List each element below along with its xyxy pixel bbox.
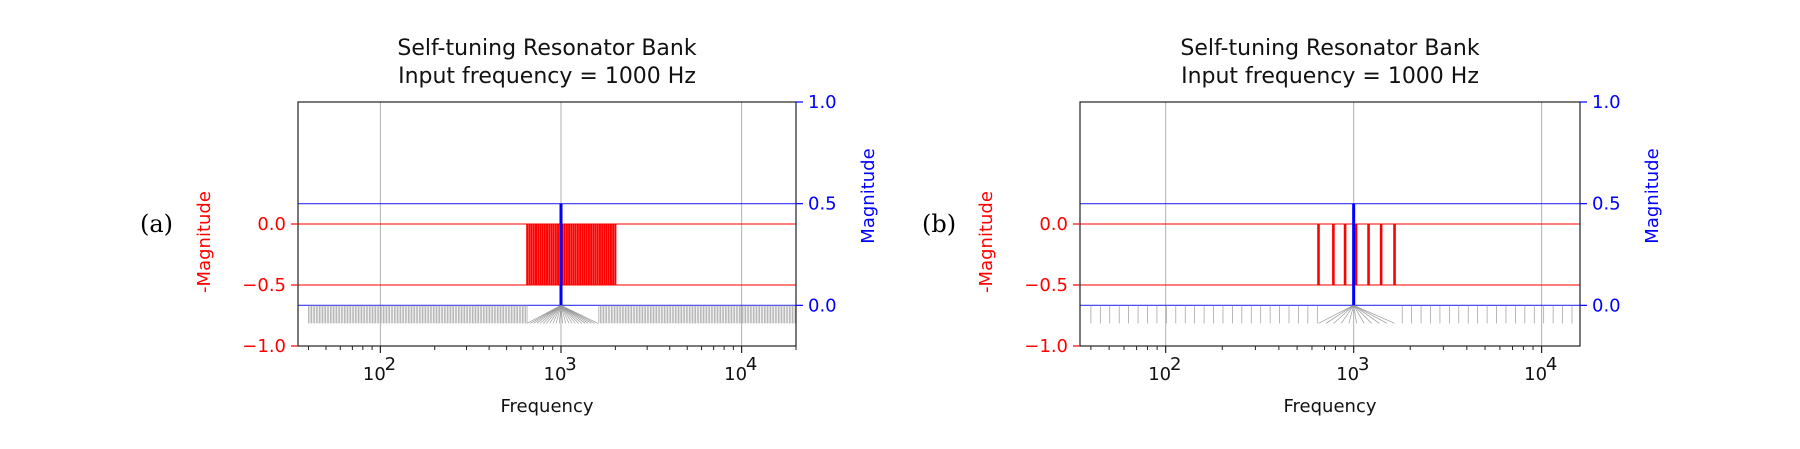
resonator-fan-line — [1353, 305, 1372, 324]
resonator-fan-line — [1353, 305, 1365, 324]
left-tick-label: 0.0 — [257, 214, 286, 235]
resonator-fan-line — [552, 305, 562, 324]
right-tick-label: 0.0 — [1592, 295, 1621, 316]
resonator-fan-line — [549, 305, 562, 324]
left-axis-label: -Magnitude — [194, 191, 215, 293]
x-tick-label: 10 — [1524, 364, 1547, 385]
panel-label: (a) — [140, 210, 173, 238]
x-tick-exponent: 3 — [565, 354, 576, 375]
resonator-fan-line — [539, 305, 562, 324]
right-axis-label: Magnitude — [858, 148, 879, 243]
resonator-fan-line — [1341, 305, 1354, 324]
panel-b: 102 103 1040.0−0.5−1.00.00.51.0Self-tuning… — [922, 36, 1663, 417]
x-tick-exponent: 3 — [1358, 354, 1369, 375]
right-tick-label: 0.5 — [1592, 194, 1621, 215]
resonator-fan-line — [543, 305, 562, 324]
chart-title: Self-tuning Resonator Bank — [397, 36, 696, 61]
resonator-fan-line — [560, 305, 579, 324]
resonator-fan-line — [558, 305, 562, 324]
resonator-fan-line — [560, 305, 576, 324]
right-tick-label: 1.0 — [808, 92, 837, 113]
x-axis-label: Frequency — [1284, 396, 1377, 417]
x-tick-label: 10 — [724, 364, 747, 385]
left-tick-label: −0.5 — [242, 275, 286, 296]
x-tick-label: 10 — [1336, 364, 1359, 385]
left-tick-label: 0.0 — [1039, 214, 1068, 235]
right-tick-label: 0.0 — [808, 295, 837, 316]
resonator-fan-line — [555, 305, 562, 324]
chart-title: Self-tuning Resonator Bank — [1180, 36, 1479, 61]
x-axis-label: Frequency — [501, 396, 594, 417]
resonator-fan-line — [560, 305, 563, 324]
resonator-fan-line — [560, 305, 599, 324]
resonator-fan-line — [560, 305, 570, 324]
chart-subtitle: Input frequency = 1000 Hz — [1181, 64, 1479, 89]
x-tick-exponent: 2 — [1170, 354, 1181, 375]
x-tick-label: 10 — [1148, 364, 1171, 385]
x-tick-exponent: 4 — [746, 354, 757, 375]
resonator-fan-line — [1318, 305, 1354, 324]
left-tick-label: −1.0 — [1024, 336, 1068, 357]
resonator-fan-line — [1353, 305, 1388, 324]
resonator-fan-line — [1353, 305, 1395, 324]
panel-a: 102 103 1040.0−0.5−1.00.00.51.0Self-tuning… — [140, 36, 879, 417]
resonator-fan-line — [546, 305, 562, 324]
chart-subtitle: Input frequency = 1000 Hz — [398, 64, 696, 89]
left-tick-label: −1.0 — [242, 336, 286, 357]
x-tick-label: 10 — [363, 364, 386, 385]
resonator-fan-line — [1353, 305, 1380, 324]
right-tick-label: 0.5 — [808, 194, 837, 215]
x-tick-exponent: 4 — [1546, 354, 1557, 375]
left-tick-label: −0.5 — [1024, 275, 1068, 296]
x-tick-label: 10 — [544, 364, 567, 385]
panel-label: (b) — [922, 210, 956, 238]
resonator-fan-line — [560, 305, 567, 324]
resonator-fan-line — [1353, 305, 1357, 324]
resonator-fan-line — [1333, 305, 1354, 324]
right-axis-label: Magnitude — [1642, 148, 1663, 243]
resonator-fan-line — [1325, 305, 1354, 324]
x-tick-exponent: 2 — [385, 354, 396, 375]
resonator-fan-line — [560, 305, 573, 324]
right-tick-label: 1.0 — [1592, 92, 1621, 113]
resonator-fan-line — [1348, 305, 1355, 324]
left-axis-label: -Magnitude — [976, 191, 997, 293]
